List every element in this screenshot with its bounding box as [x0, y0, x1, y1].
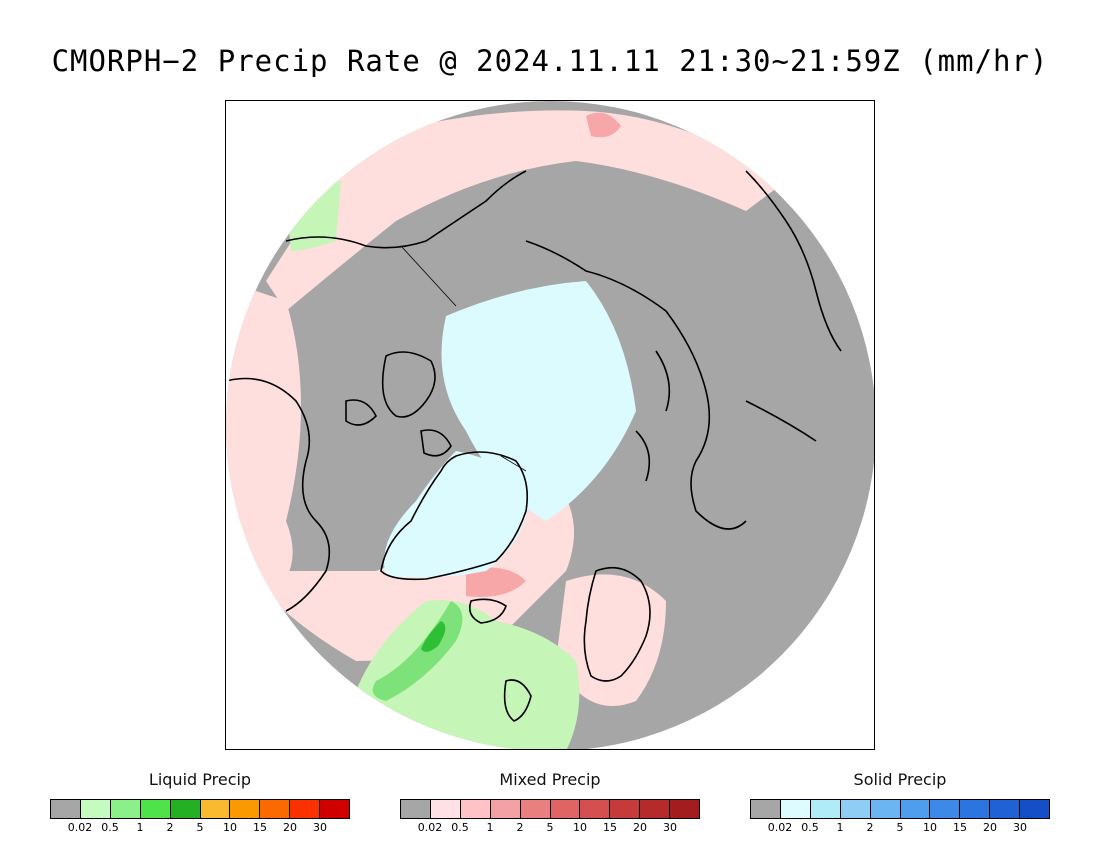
legend-tick-label: 30	[1013, 821, 1027, 834]
legend-ticks-mixed: 0.02 0.5 1 2 5 10 15 20 30	[400, 821, 700, 837]
legend-tick-label: 20	[983, 821, 997, 834]
legend-swatch	[670, 800, 700, 818]
mixed-precip-area-north-pacific	[266, 110, 786, 311]
coastlines	[226, 170, 842, 722]
legend-swatch	[230, 800, 261, 818]
legend-tick-label: 1	[136, 821, 144, 834]
legend-swatch	[200, 800, 231, 818]
meridian-line	[500, 455, 527, 472]
legend-swatch	[290, 800, 321, 818]
legend-swatch	[610, 800, 641, 818]
legend-tick-label: 5	[546, 821, 554, 834]
legend-swatch	[1020, 800, 1050, 818]
legend-title-solid: Solid Precip	[853, 770, 947, 789]
legend-swatch	[260, 800, 291, 818]
legend-swatch	[780, 800, 811, 818]
canadian-archipelago-coastline	[345, 351, 452, 457]
legend-tick-label: 10	[573, 821, 587, 834]
north-america-coastline	[226, 377, 331, 612]
legend-tick-label: 10	[223, 821, 237, 834]
legend-swatch	[520, 800, 551, 818]
legend-tick-label: 0.02	[67, 821, 93, 834]
legend-colorbar-solid	[750, 799, 1050, 819]
legend-swatch	[460, 800, 491, 818]
legend-swatch	[140, 800, 171, 818]
legend-tick-label: 0.02	[767, 821, 793, 834]
solid-precip-arctic-ocean	[441, 281, 636, 521]
legend-swatch	[401, 800, 431, 818]
legend-swatch	[490, 800, 521, 818]
legend-tick-label: 0.5	[801, 821, 819, 834]
legend-swatch	[320, 800, 350, 818]
map-canvas	[226, 101, 874, 749]
legend-tick-label: 20	[633, 821, 647, 834]
mixed-precip-core-denmark-strait	[466, 567, 526, 597]
legend-swatch	[51, 800, 81, 818]
legend-tick-label: 2	[166, 821, 174, 834]
legend-tick-label: 30	[313, 821, 327, 834]
legend-ticks-liquid: 0.02 0.5 1 2 5 10 15 20 30	[50, 821, 350, 837]
legend-title-liquid: Liquid Precip	[148, 770, 252, 789]
mixed-precip-area-west	[226, 281, 301, 621]
british-isles-coastline	[503, 679, 532, 722]
greenland-coastline	[380, 451, 529, 581]
legend-swatch	[810, 800, 841, 818]
legend-tick-label: 1	[486, 821, 494, 834]
solid-precip-greenland	[384, 451, 531, 578]
legend-swatch	[900, 800, 931, 818]
legend-swatch	[550, 800, 581, 818]
legend-tick-label: 5	[896, 821, 904, 834]
legend-swatch	[840, 800, 871, 818]
border-line	[400, 245, 457, 307]
liquid-precip-core	[421, 621, 446, 652]
legend-tick-label: 0.02	[417, 821, 443, 834]
alaska-coastline	[285, 170, 527, 249]
legend-tick-label: 15	[603, 821, 617, 834]
legend-tick-label: 10	[923, 821, 937, 834]
legend-solid-precip: Solid Precip 0.02 0.5 1 2 5 10 15 20 30	[750, 770, 1052, 840]
polar-precip-map	[225, 100, 875, 750]
legend-swatch	[170, 800, 201, 818]
legend-swatch	[580, 800, 611, 818]
siberia-coastline	[525, 240, 747, 530]
liquid-precip-nw-pacific	[286, 181, 341, 251]
legend-colorbar-mixed	[400, 799, 700, 819]
legend-mixed-precip: Mixed Precip 0.02 0.5 1 2 5 10 15 20 30	[400, 770, 702, 840]
legend-tick-label: 1	[836, 821, 844, 834]
legend-tick-label: 20	[283, 821, 297, 834]
mixed-precip-area-scandinavia	[556, 574, 666, 706]
legend-swatch	[80, 800, 111, 818]
legend-swatch	[870, 800, 901, 818]
legend-ticks-solid: 0.02 0.5 1 2 5 10 15 20 30	[750, 821, 1050, 837]
legend-tick-label: 15	[253, 821, 267, 834]
mixed-precip-core-bering	[586, 112, 621, 138]
legend-title-mixed: Mixed Precip	[499, 770, 601, 789]
legend-tick-label: 30	[663, 821, 677, 834]
legend-swatch	[751, 800, 781, 818]
scandinavia-coastline	[583, 566, 651, 682]
legend-tick-label: 5	[196, 821, 204, 834]
iceland-coastline	[468, 598, 507, 624]
legend-tick-label: 2	[866, 821, 874, 834]
legend-swatch	[640, 800, 671, 818]
legend-swatch	[430, 800, 461, 818]
chart-title: CMORPH−2 Precip Rate @ 2024.11.11 21:30~…	[51, 44, 1049, 78]
legend-tick-label: 0.5	[451, 821, 469, 834]
legend-swatch	[990, 800, 1021, 818]
legend-swatch	[110, 800, 141, 818]
legend-liquid-precip: Liquid Precip 0.02 0.5 1 2 5 10 15 20 30	[50, 770, 352, 840]
legend-swatch	[960, 800, 991, 818]
legend-tick-label: 15	[953, 821, 967, 834]
legend-swatch	[930, 800, 961, 818]
legend-tick-label: 2	[516, 821, 524, 834]
legend-colorbar-liquid	[50, 799, 350, 819]
russia-siberia-arcs	[635, 350, 817, 482]
east-asia-coastline	[745, 170, 842, 352]
legend-tick-label: 0.5	[101, 821, 119, 834]
